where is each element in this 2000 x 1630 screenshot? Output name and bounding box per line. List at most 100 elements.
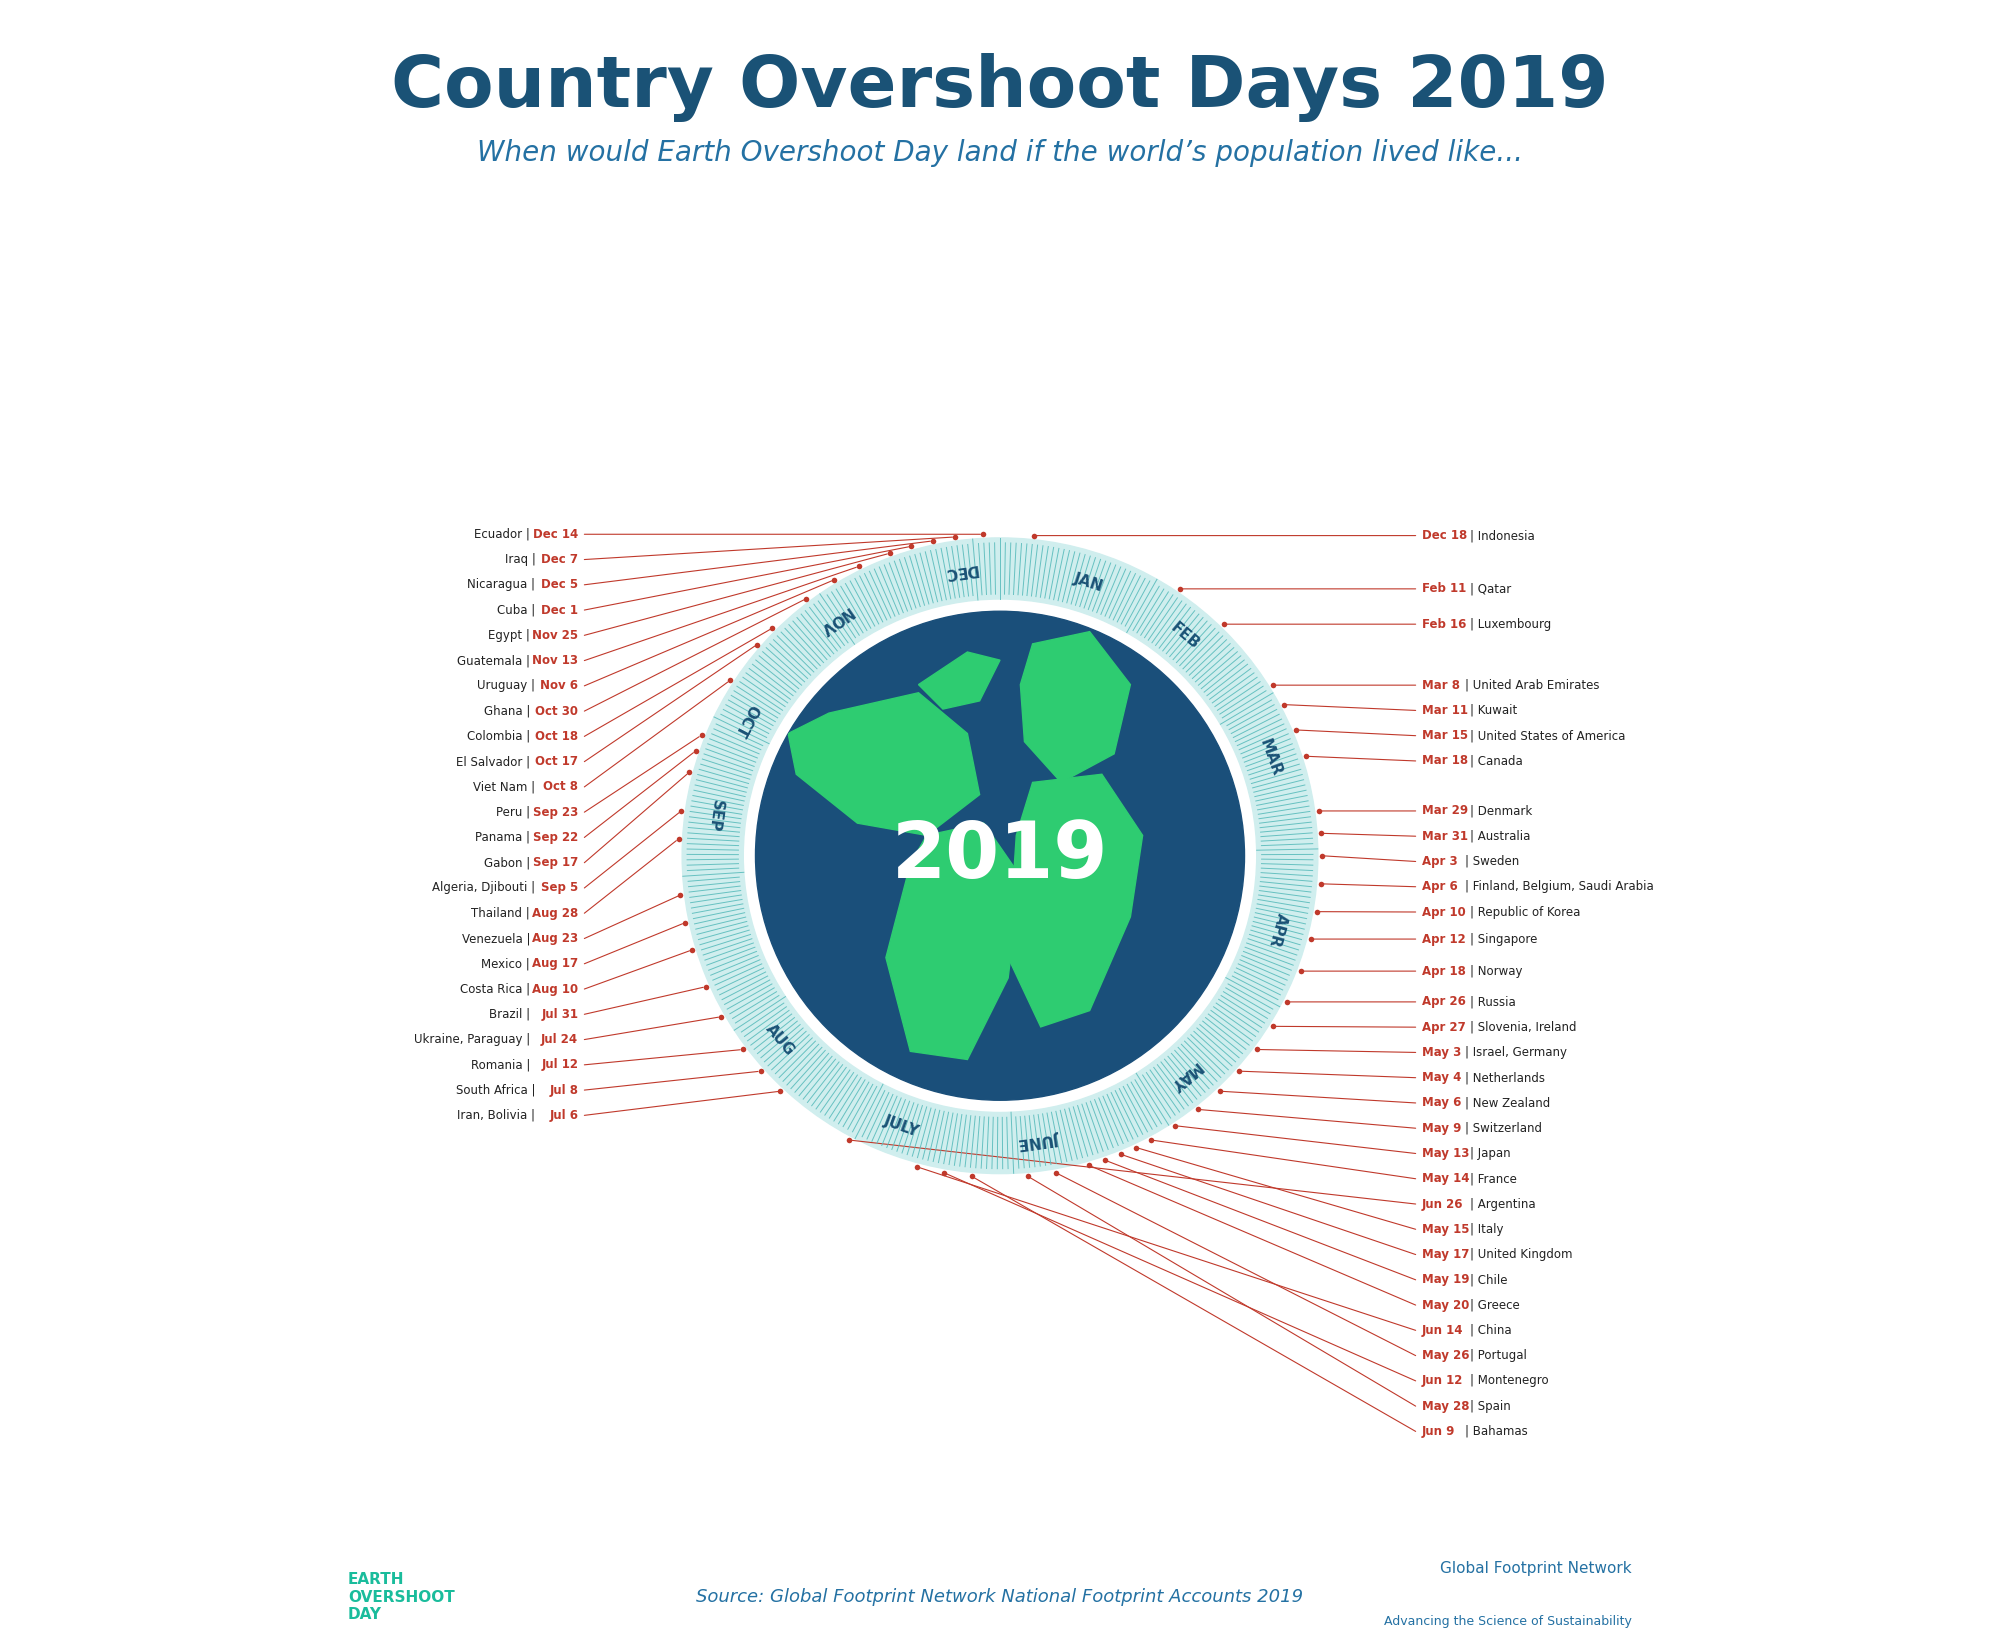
Text: | Japan: | Japan <box>1470 1148 1510 1161</box>
Text: May 14: May 14 <box>1422 1172 1470 1185</box>
Text: FEB: FEB <box>1168 619 1202 652</box>
Text: Mar 15: Mar 15 <box>1422 729 1468 742</box>
Text: Thailand |: Thailand | <box>472 906 530 919</box>
Text: | United States of America: | United States of America <box>1470 729 1626 742</box>
Text: Jul 6: Jul 6 <box>550 1108 578 1121</box>
Text: When would Earth Overshoot Day land if the world’s population lived like...: When would Earth Overshoot Day land if t… <box>478 139 1524 166</box>
Text: Aug 23: Aug 23 <box>532 932 578 945</box>
Text: Peru |: Peru | <box>496 805 530 818</box>
Text: Oct 30: Oct 30 <box>536 704 578 717</box>
Text: South Africa |: South Africa | <box>456 1084 536 1097</box>
Text: | Luxembourg: | Luxembourg <box>1470 618 1552 631</box>
Text: Guatemala |: Guatemala | <box>458 654 530 667</box>
Text: Mar 31: Mar 31 <box>1422 830 1468 843</box>
Text: Nov 13: Nov 13 <box>532 654 578 667</box>
Text: Dec 18: Dec 18 <box>1422 530 1468 543</box>
Text: | Switzerland: | Switzerland <box>1464 1121 1542 1134</box>
Text: | Norway: | Norway <box>1470 965 1522 978</box>
Text: Feb 16: Feb 16 <box>1422 618 1466 631</box>
Text: | France: | France <box>1470 1172 1516 1185</box>
Text: | Italy: | Italy <box>1470 1222 1504 1236</box>
Text: Costa Rica |: Costa Rica | <box>460 983 530 996</box>
Text: Algeria, Djibouti |: Algeria, Djibouti | <box>432 882 536 895</box>
Text: Mar 29: Mar 29 <box>1422 805 1468 818</box>
Text: Romania |: Romania | <box>470 1058 530 1071</box>
Text: Gabon |: Gabon | <box>484 856 530 869</box>
Text: Sep 22: Sep 22 <box>532 831 578 844</box>
Text: Mar 18: Mar 18 <box>1422 755 1468 768</box>
Text: Jun 14: Jun 14 <box>1422 1324 1464 1337</box>
Text: | China: | China <box>1470 1324 1512 1337</box>
Polygon shape <box>1020 631 1130 782</box>
Text: | Russia: | Russia <box>1470 996 1516 1009</box>
Text: Ecuador |: Ecuador | <box>474 528 530 541</box>
Text: | United Kingdom: | United Kingdom <box>1470 1249 1572 1262</box>
Text: | Slovenia, Ireland: | Slovenia, Ireland <box>1470 1020 1576 1033</box>
Text: May 26: May 26 <box>1422 1350 1470 1363</box>
Text: Apr 3: Apr 3 <box>1422 856 1458 869</box>
Text: Advancing the Science of Sustainability: Advancing the Science of Sustainability <box>1384 1615 1632 1628</box>
Text: May 17: May 17 <box>1422 1249 1470 1262</box>
Text: Iraq |: Iraq | <box>504 553 536 566</box>
Text: | Bahamas: | Bahamas <box>1464 1425 1528 1438</box>
Text: | New Zealand: | New Zealand <box>1464 1097 1550 1110</box>
Text: El Salvador |: El Salvador | <box>456 755 530 768</box>
Text: Nov 25: Nov 25 <box>532 629 578 642</box>
Polygon shape <box>886 823 1020 1060</box>
Text: MAR: MAR <box>1256 737 1284 778</box>
Text: | Spain: | Spain <box>1470 1400 1510 1413</box>
Text: | Denmark: | Denmark <box>1470 805 1532 818</box>
Text: 2019: 2019 <box>892 818 1108 893</box>
Text: Jul 8: Jul 8 <box>550 1084 578 1097</box>
Text: JULY: JULY <box>882 1112 922 1139</box>
Text: Aug 28: Aug 28 <box>532 906 578 919</box>
Text: Venezuela |: Venezuela | <box>462 932 530 945</box>
Text: OCT: OCT <box>732 703 762 740</box>
Text: Jun 12: Jun 12 <box>1422 1374 1464 1387</box>
Text: Jul 12: Jul 12 <box>542 1058 578 1071</box>
Text: Dec 14: Dec 14 <box>532 528 578 541</box>
Text: APR: APR <box>1266 911 1290 949</box>
Text: Aug 17: Aug 17 <box>532 957 578 970</box>
Text: Dec 7: Dec 7 <box>542 553 578 566</box>
Text: | United Arab Emirates: | United Arab Emirates <box>1464 678 1600 691</box>
Text: EARTH
OVERSHOOT
DAY: EARTH OVERSHOOT DAY <box>348 1573 454 1622</box>
Text: Dec 1: Dec 1 <box>542 603 578 616</box>
Text: May 4: May 4 <box>1422 1071 1462 1084</box>
Text: Apr 18: Apr 18 <box>1422 965 1466 978</box>
Text: May 28: May 28 <box>1422 1400 1470 1413</box>
Text: SEP: SEP <box>706 799 726 833</box>
Text: Apr 26: Apr 26 <box>1422 996 1466 1009</box>
Text: NOV: NOV <box>816 603 854 637</box>
Text: Sep 23: Sep 23 <box>532 805 578 818</box>
Text: | Sweden: | Sweden <box>1464 856 1518 869</box>
Text: Cuba |: Cuba | <box>498 603 536 616</box>
Text: | Netherlands: | Netherlands <box>1464 1071 1544 1084</box>
Text: Sep 5: Sep 5 <box>540 882 578 895</box>
Text: Ghana |: Ghana | <box>484 704 530 717</box>
Text: AUG: AUG <box>762 1022 798 1060</box>
Text: MAY: MAY <box>1166 1058 1204 1094</box>
Text: Jul 24: Jul 24 <box>542 1033 578 1046</box>
Text: | Chile: | Chile <box>1470 1273 1508 1286</box>
Text: Colombia |: Colombia | <box>466 730 530 743</box>
Text: | Republic of Korea: | Republic of Korea <box>1470 906 1580 919</box>
Text: | Finland, Belgium, Saudi Arabia: | Finland, Belgium, Saudi Arabia <box>1464 880 1654 893</box>
Text: Oct 8: Oct 8 <box>544 781 578 794</box>
Text: Jun 9: Jun 9 <box>1422 1425 1456 1438</box>
Polygon shape <box>788 693 980 835</box>
Text: May 20: May 20 <box>1422 1299 1470 1312</box>
Polygon shape <box>918 652 1000 709</box>
Polygon shape <box>1008 774 1142 1027</box>
Text: Oct 18: Oct 18 <box>536 730 578 743</box>
Text: Mar 8: Mar 8 <box>1422 678 1460 691</box>
Text: Ukraine, Paraguay |: Ukraine, Paraguay | <box>414 1033 530 1046</box>
Text: | Qatar: | Qatar <box>1470 582 1512 595</box>
Text: Oct 17: Oct 17 <box>536 755 578 768</box>
Text: May 13: May 13 <box>1422 1148 1470 1161</box>
Text: Panama |: Panama | <box>476 831 530 844</box>
Text: Jul 31: Jul 31 <box>542 1007 578 1020</box>
Text: JUNE: JUNE <box>1018 1130 1062 1151</box>
Text: Iran, Bolivia |: Iran, Bolivia | <box>458 1108 536 1121</box>
Text: Uruguay |: Uruguay | <box>478 680 536 693</box>
